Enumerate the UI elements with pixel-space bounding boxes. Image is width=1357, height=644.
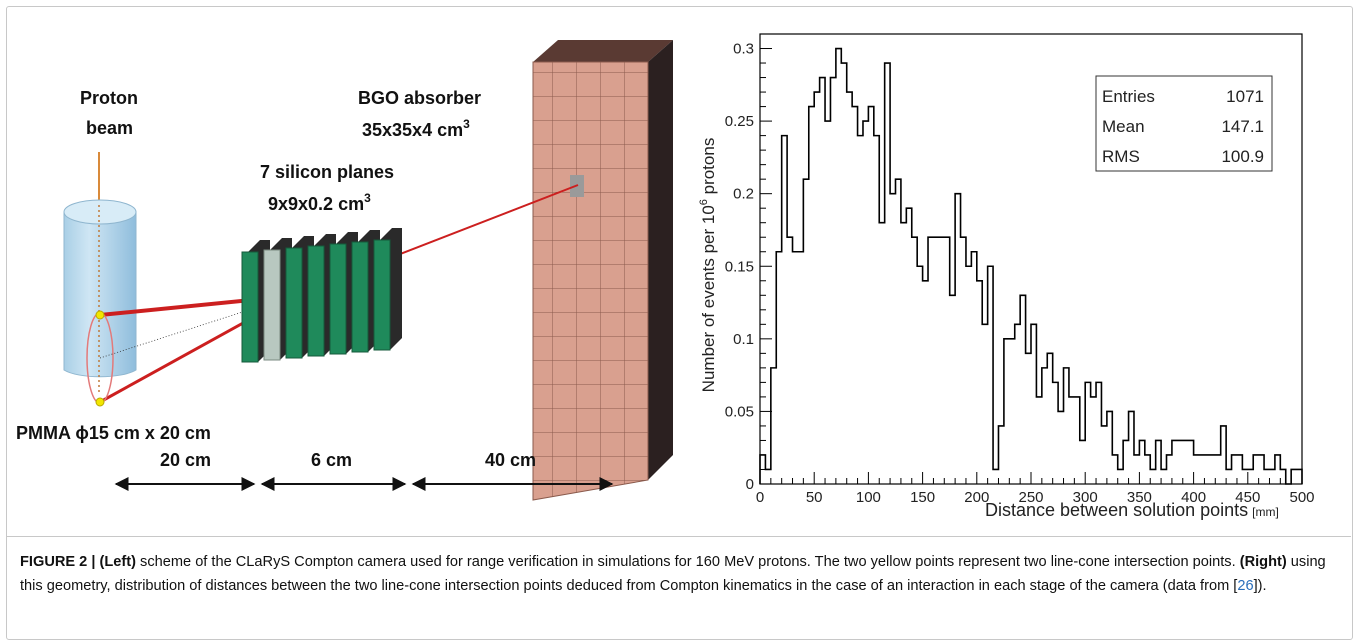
- x-tick-label: 100: [856, 489, 881, 506]
- figure-caption: FIGURE 2 | (Left) scheme of the CLaRyS C…: [20, 550, 1340, 598]
- intersection-point-1: [95, 310, 105, 320]
- x-tick-label: 0: [756, 489, 764, 506]
- x-tick-label: 150: [910, 489, 935, 506]
- stats-box-frame: [1095, 75, 1273, 172]
- detector-scheme: Proton beam BGO absorber 35x35x4 cm3 7 s…: [16, 40, 673, 501]
- plot-axes: 0 50 100 150 200 250 300 350 400 450 500 0 0.05 0.1 0.…: [725, 33, 1315, 506]
- y-tick-label: 0.1: [733, 331, 754, 348]
- caption-end: ]).: [1253, 578, 1267, 594]
- y-axis-label: Number of events per 106 protons: [698, 138, 718, 393]
- y-tick-label: 0.05: [725, 403, 754, 420]
- distance-label-2: 6 cm: [311, 450, 352, 470]
- stats-value: 100.9: [1221, 147, 1264, 166]
- stats-value: 147.1: [1221, 117, 1264, 136]
- y-tick-label: 0.3: [733, 41, 754, 58]
- y-tick-label: 0.2: [733, 186, 754, 203]
- x-tick-label: 400: [1181, 489, 1206, 506]
- bgo-absorber: [532, 40, 673, 501]
- distance-label-1: 20 cm: [160, 450, 211, 470]
- figure-number: FIGURE 2 |: [20, 554, 100, 570]
- intersection-point-2: [95, 397, 105, 407]
- pmma-label: PMMA ϕ15 cm x 20 cm: [16, 423, 211, 443]
- y-tick-label: 0.25: [725, 113, 754, 130]
- pmma-cylinder: [63, 199, 137, 392]
- caption-divider: [6, 536, 1351, 537]
- histogram-chart: Number of events per 106 protons Distanc…: [698, 33, 1315, 520]
- caption-right-tag: (Right): [1239, 554, 1287, 570]
- x-tick-label: 200: [964, 489, 989, 506]
- caption-left-text: scheme of the CLaRyS Compton camera used…: [135, 554, 1240, 570]
- x-tick-label: 300: [1073, 489, 1098, 506]
- proton-label-line2: beam: [86, 118, 133, 138]
- stats-value: 1071: [1226, 87, 1264, 106]
- stats-label: RMS: [1102, 147, 1140, 166]
- x-axis-label: Distance between solution points [mm]: [985, 500, 1279, 520]
- distance-label-3: 40 cm: [485, 450, 536, 470]
- y-tick-label: 0.15: [725, 258, 754, 275]
- proton-label-line1: Proton: [80, 88, 138, 108]
- silicon-dims: 9x9x0.2 cm3: [268, 191, 371, 214]
- stats-label: Mean: [1102, 117, 1145, 136]
- histogram-series: [759, 47, 1303, 485]
- bgo-dims: 35x35x4 cm3: [362, 117, 470, 140]
- x-tick-label: 250: [1018, 489, 1043, 506]
- stats-box: Entries 1071 Mean 147.1 RMS 100.9: [1095, 75, 1273, 172]
- caption-right-text: using this geometry, distribution of dis…: [20, 554, 1326, 594]
- citation-link[interactable]: 26: [1237, 578, 1254, 594]
- silicon-label: 7 silicon planes: [260, 162, 394, 182]
- x-tick-label: 50: [806, 489, 823, 506]
- x-tick-label: 350: [1127, 489, 1152, 506]
- y-tick-label: 0: [746, 476, 754, 493]
- stats-label: Entries: [1102, 87, 1155, 106]
- x-tick-label: 450: [1235, 489, 1260, 506]
- x-tick-label: 500: [1289, 489, 1314, 506]
- caption-left-tag: (Left): [99, 554, 136, 570]
- silicon-planes: [241, 228, 402, 363]
- bgo-label: BGO absorber: [358, 88, 481, 108]
